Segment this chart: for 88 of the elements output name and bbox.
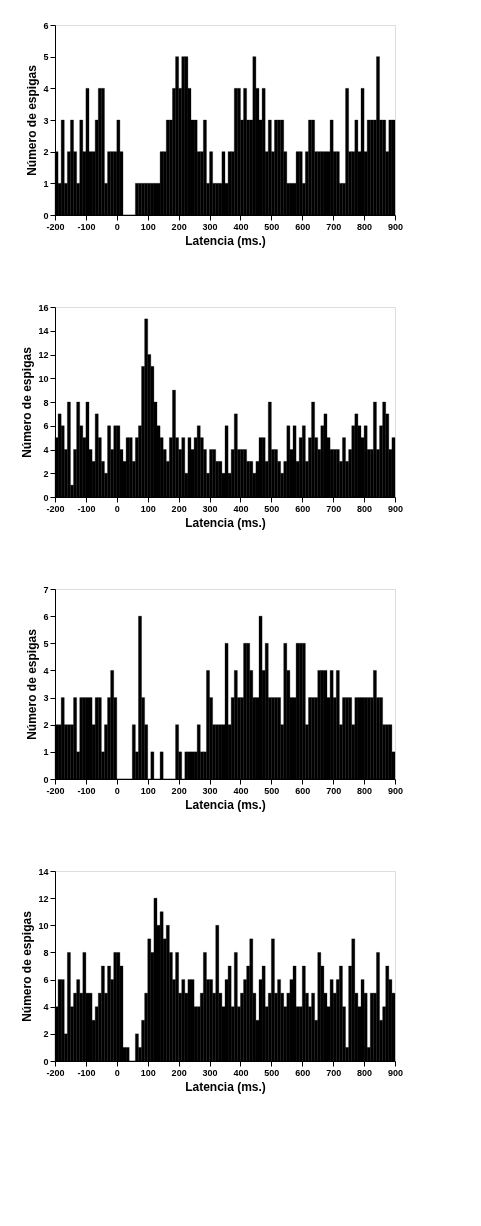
y-axis-title: Número de espigas: [25, 64, 40, 176]
x-tick-label: 600: [295, 221, 311, 232]
x-tick-label: 0: [114, 1067, 120, 1078]
x-tick-label: 700: [326, 785, 342, 796]
y-tick-label: 2: [43, 720, 49, 731]
x-tick-label: 900: [387, 221, 404, 232]
y-tick-label: 7: [43, 584, 49, 595]
y-tick-label: 2: [43, 147, 49, 158]
x-tick-label: 300: [202, 221, 218, 232]
x-tick-label: 300: [202, 785, 218, 796]
x-tick-label: 300: [202, 503, 218, 514]
x-axis-title: Latencia (ms.): [185, 233, 266, 248]
y-tick-label: 4: [43, 1002, 49, 1013]
x-axis-title: Latencia (ms.): [185, 515, 266, 530]
y-tick-label: 3: [43, 693, 49, 704]
x-tick-label: -100: [77, 221, 96, 232]
x-tick-label: 500: [264, 221, 280, 232]
x-tick-label: 200: [171, 785, 187, 796]
y-tick-label: 4: [43, 665, 49, 676]
y-tick-label: 10: [38, 920, 49, 931]
x-tick-label: 800: [357, 785, 373, 796]
x-axis-title: Latencia (ms.): [185, 1079, 266, 1094]
y-tick-label: 6: [43, 611, 49, 622]
x-tick-label: 500: [264, 1067, 280, 1078]
x-tick-label: 800: [357, 1067, 373, 1078]
x-tick-label: -100: [77, 1067, 96, 1078]
y-tick-label: 0: [43, 1056, 49, 1067]
y-tick-label: 6: [43, 20, 49, 31]
x-tick-label: 900: [387, 1067, 404, 1078]
y-tick-label: 14: [38, 326, 49, 337]
y-tick-label: 2: [43, 468, 49, 479]
x-tick-label: 800: [357, 503, 373, 514]
y-tick-label: 5: [43, 638, 49, 649]
x-tick-label: 700: [326, 1067, 342, 1078]
x-tick-label: 200: [171, 503, 187, 514]
y-axis-title: Número de espigas: [20, 910, 35, 1022]
x-tick-label: 700: [326, 503, 342, 514]
x-tick-label: 100: [140, 1067, 156, 1078]
x-tick-label: 400: [233, 785, 249, 796]
y-axis-title: Número de espigas: [25, 628, 40, 740]
x-tick-label: 400: [233, 1067, 249, 1078]
x-tick-label: 600: [295, 785, 311, 796]
x-tick-label: 0: [114, 221, 120, 232]
x-tick-label: -100: [77, 503, 96, 514]
y-tick-label: 1: [43, 178, 49, 189]
y-tick-label: 6: [43, 975, 49, 986]
y-tick-label: 6: [43, 421, 49, 432]
x-tick-label: 0: [114, 785, 120, 796]
x-tick-label: 100: [140, 785, 156, 796]
y-tick-label: 4: [43, 445, 49, 455]
x-tick-label: 300: [202, 1067, 218, 1078]
y-tick-label: 10: [38, 373, 49, 384]
x-tick-label: 900: [387, 503, 404, 514]
y-tick-label: 16: [38, 302, 49, 313]
y-tick-label: 8: [43, 947, 49, 958]
x-axis-title: Latencia (ms.): [185, 797, 266, 812]
x-tick-label: 600: [295, 503, 311, 514]
x-tick-label: -200: [46, 503, 65, 514]
y-tick-label: 4: [43, 83, 49, 94]
x-tick-label: -200: [46, 221, 65, 232]
x-tick-label: 900: [387, 785, 404, 796]
x-tick-label: 200: [171, 1067, 187, 1078]
x-tick-label: 0: [114, 503, 120, 514]
y-tick-label: 0: [43, 210, 49, 221]
x-tick-label: -200: [46, 785, 65, 796]
x-tick-label: 400: [233, 221, 249, 232]
y-tick-label: 0: [43, 492, 49, 503]
x-tick-label: 100: [140, 503, 156, 514]
y-tick-label: 8: [43, 397, 49, 408]
x-tick-label: -100: [77, 785, 96, 796]
y-tick-label: 12: [38, 893, 49, 904]
y-tick-label: 12: [38, 350, 49, 360]
y-tick-label: 5: [43, 52, 49, 63]
x-tick-label: 800: [357, 221, 373, 232]
x-tick-label: 400: [233, 503, 249, 514]
x-tick-label: 500: [264, 785, 280, 796]
y-tick-label: 3: [43, 115, 49, 126]
y-axis-title: Número de espigas: [20, 346, 35, 458]
x-tick-label: 500: [264, 503, 280, 514]
x-tick-label: 100: [140, 221, 156, 232]
x-tick-label: -200: [46, 1067, 65, 1078]
y-tick-label: 2: [43, 1029, 49, 1040]
y-tick-label: 0: [43, 774, 49, 785]
y-tick-label: 14: [38, 866, 49, 877]
x-tick-label: 600: [295, 1067, 311, 1078]
y-tick-label: 1: [43, 747, 49, 758]
x-tick-label: 700: [326, 221, 342, 232]
x-tick-label: 200: [171, 221, 187, 232]
